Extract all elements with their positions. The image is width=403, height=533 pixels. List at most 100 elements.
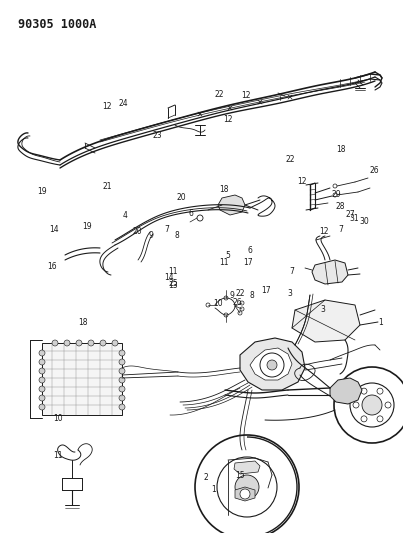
Polygon shape [292, 300, 360, 342]
Text: 11: 11 [168, 268, 178, 276]
Text: 22: 22 [285, 156, 295, 164]
Text: 12: 12 [102, 102, 112, 111]
Text: 17: 17 [261, 286, 271, 295]
Polygon shape [235, 487, 255, 501]
Circle shape [334, 367, 403, 443]
Circle shape [119, 350, 125, 356]
Circle shape [224, 296, 228, 300]
Text: 13: 13 [168, 281, 178, 289]
Polygon shape [250, 348, 292, 380]
Text: 12: 12 [241, 92, 251, 100]
Text: 16: 16 [48, 262, 57, 271]
Text: 25: 25 [168, 279, 178, 288]
Circle shape [361, 388, 367, 394]
Circle shape [88, 340, 94, 346]
Circle shape [385, 402, 391, 408]
Text: 19: 19 [37, 188, 47, 196]
Text: 6: 6 [247, 246, 252, 255]
Circle shape [39, 377, 45, 383]
Text: 27: 27 [346, 210, 355, 219]
Circle shape [350, 383, 394, 427]
Circle shape [361, 416, 367, 422]
Polygon shape [330, 378, 362, 404]
Text: 15: 15 [235, 472, 245, 480]
Text: 22: 22 [215, 90, 224, 99]
Circle shape [353, 402, 359, 408]
Text: 28: 28 [336, 203, 345, 211]
Text: 14: 14 [50, 225, 59, 233]
Text: 11: 11 [219, 258, 229, 266]
Circle shape [52, 340, 58, 346]
Circle shape [39, 404, 45, 410]
Text: 2: 2 [203, 473, 208, 481]
Text: 31: 31 [350, 214, 359, 223]
Circle shape [39, 350, 45, 356]
Circle shape [240, 307, 244, 311]
Circle shape [100, 340, 106, 346]
Circle shape [39, 359, 45, 365]
Text: 12: 12 [297, 177, 307, 185]
Text: 8: 8 [175, 231, 180, 240]
Text: 9: 9 [229, 292, 234, 300]
Circle shape [240, 489, 250, 499]
Text: 10: 10 [213, 300, 222, 308]
Circle shape [217, 457, 277, 517]
Text: 17: 17 [243, 258, 253, 266]
Circle shape [240, 301, 244, 305]
Text: 20: 20 [132, 228, 142, 236]
Text: 11: 11 [54, 451, 63, 460]
Circle shape [235, 475, 259, 499]
Text: 18: 18 [219, 185, 229, 193]
Text: 30: 30 [360, 217, 370, 225]
Text: 19: 19 [82, 222, 91, 231]
Polygon shape [218, 195, 245, 215]
Text: 22: 22 [235, 289, 245, 297]
Circle shape [206, 303, 210, 307]
Text: 18: 18 [336, 145, 345, 154]
Text: 12: 12 [320, 228, 329, 236]
Circle shape [76, 340, 82, 346]
Circle shape [119, 359, 125, 365]
Text: 7: 7 [290, 268, 295, 276]
Circle shape [238, 311, 242, 315]
Circle shape [119, 404, 125, 410]
Text: 7: 7 [338, 225, 343, 233]
Circle shape [333, 184, 337, 188]
Text: 20: 20 [177, 193, 186, 201]
Text: 9: 9 [149, 231, 154, 240]
Polygon shape [312, 260, 348, 284]
Circle shape [224, 313, 228, 317]
Circle shape [39, 386, 45, 392]
Bar [42, 343, 122, 415]
Text: 23: 23 [152, 132, 162, 140]
Text: 1: 1 [378, 318, 383, 327]
Circle shape [260, 353, 284, 377]
Text: 21: 21 [102, 182, 112, 191]
Text: 3: 3 [288, 289, 293, 297]
Circle shape [119, 368, 125, 374]
Circle shape [119, 377, 125, 383]
Text: 26: 26 [370, 166, 380, 175]
Polygon shape [240, 338, 305, 390]
Text: 6: 6 [189, 209, 194, 217]
Circle shape [377, 388, 383, 394]
Circle shape [267, 360, 277, 370]
Circle shape [39, 368, 45, 374]
Circle shape [377, 416, 383, 422]
Text: 4: 4 [123, 212, 127, 220]
Text: 3: 3 [320, 305, 325, 313]
Text: 12: 12 [223, 116, 233, 124]
Circle shape [64, 340, 70, 346]
Circle shape [39, 395, 45, 401]
Polygon shape [234, 461, 260, 474]
Circle shape [195, 435, 299, 533]
Circle shape [333, 193, 337, 197]
Text: 8: 8 [249, 292, 254, 300]
Text: 29: 29 [332, 190, 341, 199]
Circle shape [197, 215, 203, 221]
Text: 24: 24 [118, 100, 128, 108]
Text: 5: 5 [225, 252, 230, 260]
Text: 7: 7 [165, 225, 170, 233]
Circle shape [362, 395, 382, 415]
Circle shape [119, 395, 125, 401]
